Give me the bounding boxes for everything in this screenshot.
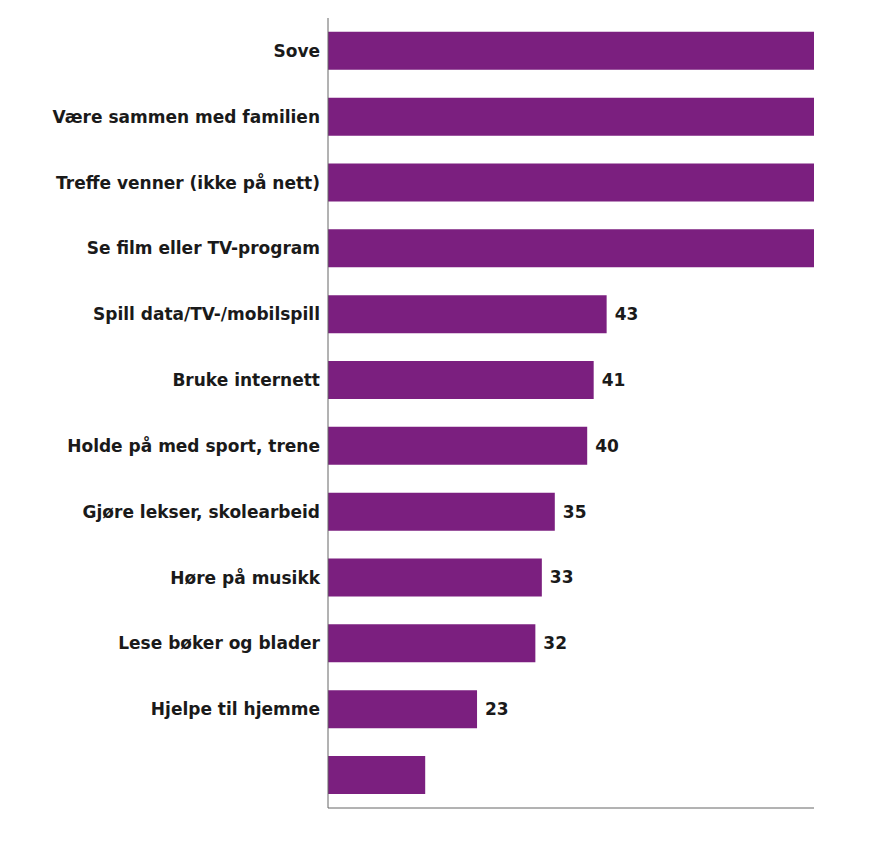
svg-text:Være sammen med familien: Være sammen med familien [53, 107, 320, 127]
svg-text:35: 35 [563, 502, 587, 522]
svg-text:23: 23 [485, 699, 509, 719]
svg-text:Gjøre lekser, skolearbeid: Gjøre lekser, skolearbeid [83, 502, 320, 522]
svg-text:33: 33 [550, 567, 574, 587]
svg-text:Hjelpe til hjemme: Hjelpe til hjemme [151, 699, 320, 719]
svg-text:32: 32 [543, 633, 567, 653]
svg-text:Lese bøker og blader: Lese bøker og blader [118, 633, 320, 653]
svg-text:Se film eller TV-program: Se film eller TV-program [87, 238, 320, 258]
svg-text:Spill data/TV-/mobilspill: Spill data/TV-/mobilspill [93, 304, 320, 324]
svg-text:Holde på med sport, trene: Holde på med sport, trene [67, 435, 320, 456]
svg-text:Bruke internett: Bruke internett [172, 370, 320, 390]
svg-text:43: 43 [615, 304, 639, 324]
svg-text:41: 41 [602, 370, 626, 390]
svg-text:Treffe venner (ikke på nett): Treffe venner (ikke på nett) [56, 172, 320, 193]
svg-text:Høre på musikk: Høre på musikk [170, 567, 320, 588]
svg-text:40: 40 [595, 436, 619, 456]
svg-text:Sove: Sove [273, 41, 320, 61]
